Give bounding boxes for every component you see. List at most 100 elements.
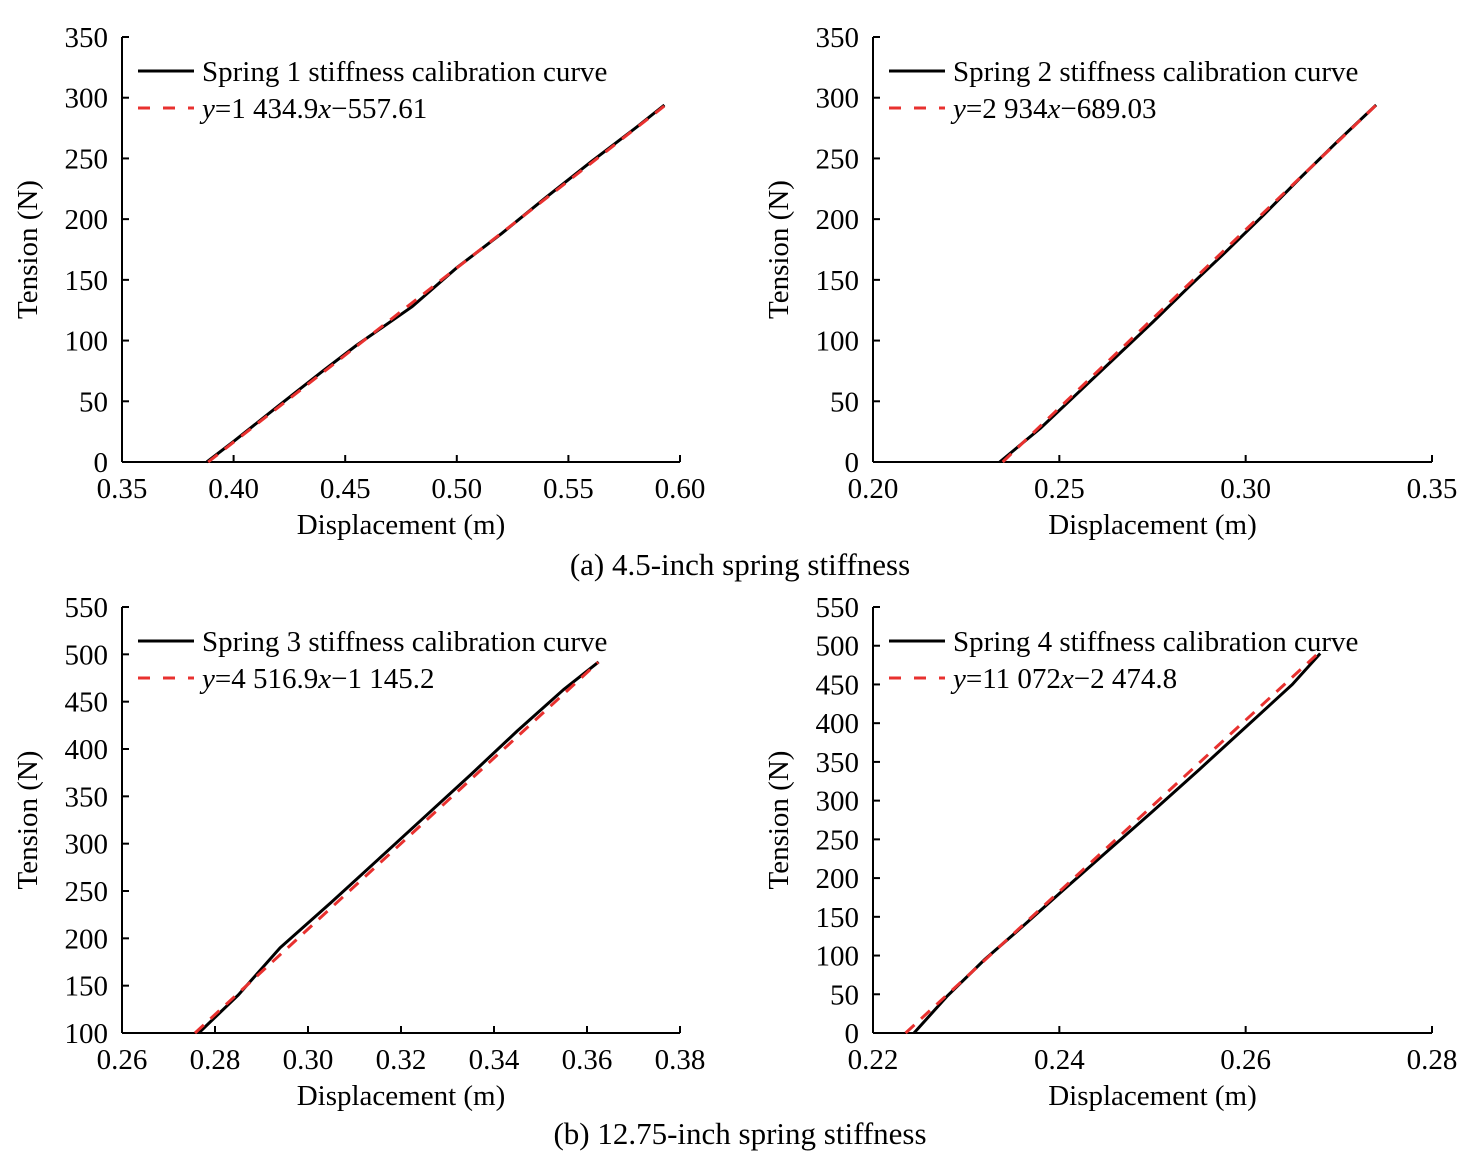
y-tick-label: 50 [830, 979, 859, 1011]
x-tick-label: 0.36 [562, 1044, 613, 1076]
x-tick-label: 0.40 [208, 473, 259, 505]
legend-fit-coef: =1 434.9 [215, 93, 318, 125]
x-tick-label: 0.24 [1034, 1044, 1085, 1076]
y-tick-label: 500 [816, 631, 860, 663]
y-axis-label: Tension (N) [12, 751, 44, 890]
y-tick-label: 500 [65, 639, 109, 671]
legend-fit-x: x [317, 663, 331, 695]
y-tick-label: 450 [65, 687, 109, 719]
x-tick-label: 0.28 [190, 1044, 241, 1076]
chart-panel-4: 0.22 0.24 0.26 0.28 0 50 100 150 200 250 300 350 400… [763, 592, 1457, 1112]
legend-label-fit: y=1 434.9x−557.61 [199, 93, 427, 125]
legend-fit-coef: =4 516.9 [215, 663, 318, 695]
y-tick-label: 150 [65, 265, 109, 297]
legend-fit-intercept: −1 145.2 [331, 663, 434, 695]
y-tick-label: 150 [65, 971, 109, 1003]
legend-fit-intercept: −689.03 [1060, 93, 1156, 125]
x-tick-label: 0.28 [1407, 1044, 1458, 1076]
y-tick-label: 50 [830, 386, 859, 418]
y-tick-label: 350 [816, 22, 860, 54]
x-tick-label: 0.45 [320, 473, 371, 505]
y-tick-label: 100 [65, 326, 109, 358]
y-tick-label: 100 [816, 941, 860, 973]
legend-label-fit: y=11 072x−2 474.8 [950, 663, 1177, 695]
caption-b: (b) 12.75-inch spring stiffness [553, 1116, 926, 1151]
y-tick-label: 150 [816, 902, 860, 934]
chart-panel-3: 0.26 0.28 0.30 0.32 0.34 0.36 0.38 100 150 200 250… [12, 592, 705, 1112]
y-tick-label: 300 [816, 786, 860, 818]
legend-fit-y: y [199, 93, 215, 125]
y-tick-label: 250 [65, 876, 109, 908]
x-tick-label: 0.26 [97, 1044, 148, 1076]
calibration-curve-line [197, 660, 600, 1035]
x-tick-label: 0.50 [431, 473, 482, 505]
x-tick-label: 0.30 [283, 1044, 334, 1076]
legend-label-fit: y=2 934x−689.03 [950, 93, 1156, 125]
y-tick-label: 0 [845, 447, 860, 479]
legend-fit-x: x [1060, 663, 1074, 695]
y-tick-label: 200 [816, 204, 860, 236]
y-axis-label: Tension (N) [12, 180, 44, 319]
y-tick-label: 550 [816, 592, 860, 624]
legend-fit-coef: =2 934 [966, 93, 1048, 125]
y-tick-label: 100 [65, 1018, 109, 1050]
x-axis-label: Displacement (m) [1048, 1080, 1257, 1112]
y-tick-label: 0 [94, 447, 109, 479]
x-tick-label: 0.35 [1407, 473, 1458, 505]
x-tick-label: 0.30 [1220, 473, 1271, 505]
y-tick-label: 450 [816, 669, 860, 701]
y-tick-label: 300 [65, 829, 109, 861]
y-tick-label: 300 [65, 83, 109, 115]
legend-fit-x: x [317, 93, 331, 125]
y-tick-label: 250 [816, 143, 860, 175]
y-tick-label: 400 [65, 734, 109, 766]
x-tick-label: 0.20 [848, 473, 899, 505]
legend-fit-coef: =11 072 [966, 663, 1061, 695]
chart-panel-1: 0.35 0.40 0.45 0.50 0.55 0.60 0 50 100 150 200 250 3… [12, 22, 705, 541]
y-tick-label: 150 [816, 265, 860, 297]
calibration-curve-line [205, 103, 666, 464]
legend-label-calibration: Spring 3 stiffness calibration curve [202, 626, 607, 658]
y-tick-label: 50 [79, 386, 108, 418]
y-tick-label: 250 [816, 824, 860, 856]
y-tick-label: 300 [816, 83, 860, 115]
legend-label-calibration: Spring 2 stiffness calibration curve [953, 56, 1358, 88]
legend-fit-intercept: −2 474.8 [1074, 663, 1177, 695]
legend-fit-y: y [199, 663, 215, 695]
y-axis-label: Tension (N) [763, 751, 795, 890]
y-tick-label: 350 [816, 747, 860, 779]
x-tick-label: 0.60 [655, 473, 706, 505]
y-tick-label: 350 [65, 781, 109, 813]
x-tick-label: 0.55 [543, 473, 594, 505]
y-tick-label: 200 [816, 863, 860, 895]
y-tick-label: 350 [65, 22, 109, 54]
y-tick-label: 100 [816, 326, 860, 358]
x-axis-label: Displacement (m) [297, 509, 506, 541]
calibration-curve-line [912, 652, 1322, 1035]
x-tick-label: 0.25 [1034, 473, 1085, 505]
x-tick-label: 0.38 [655, 1044, 706, 1076]
y-axis-label: Tension (N) [763, 180, 795, 319]
legend-label-fit: y=4 516.9x−1 145.2 [199, 663, 434, 695]
y-tick-label: 250 [65, 143, 109, 175]
x-axis-label: Displacement (m) [1048, 509, 1257, 541]
y-tick-label: 400 [816, 708, 860, 740]
legend-label-calibration: Spring 4 stiffness calibration curve [953, 626, 1358, 658]
legend-fit-intercept: −557.61 [331, 93, 427, 125]
y-tick-label: 200 [65, 204, 109, 236]
legend-label-calibration: Spring 1 stiffness calibration curve [202, 56, 607, 88]
x-tick-label: 0.32 [376, 1044, 427, 1076]
fit-line [193, 661, 600, 1035]
legend-fit-x: x [1046, 93, 1060, 125]
chart-panel-2: 0.20 0.25 0.30 0.35 0 50 100 150 200 250 300 350 Dis… [763, 22, 1457, 541]
fit-line [1001, 104, 1378, 464]
fit-line [904, 650, 1322, 1035]
x-tick-label: 0.34 [469, 1044, 520, 1076]
legend-fit-y: y [950, 663, 966, 695]
legend-fit-y: y [950, 93, 966, 125]
y-tick-label: 0 [845, 1018, 860, 1050]
x-tick-label: 0.35 [97, 473, 148, 505]
x-tick-label: 0.26 [1220, 1044, 1271, 1076]
y-tick-label: 200 [65, 923, 109, 955]
